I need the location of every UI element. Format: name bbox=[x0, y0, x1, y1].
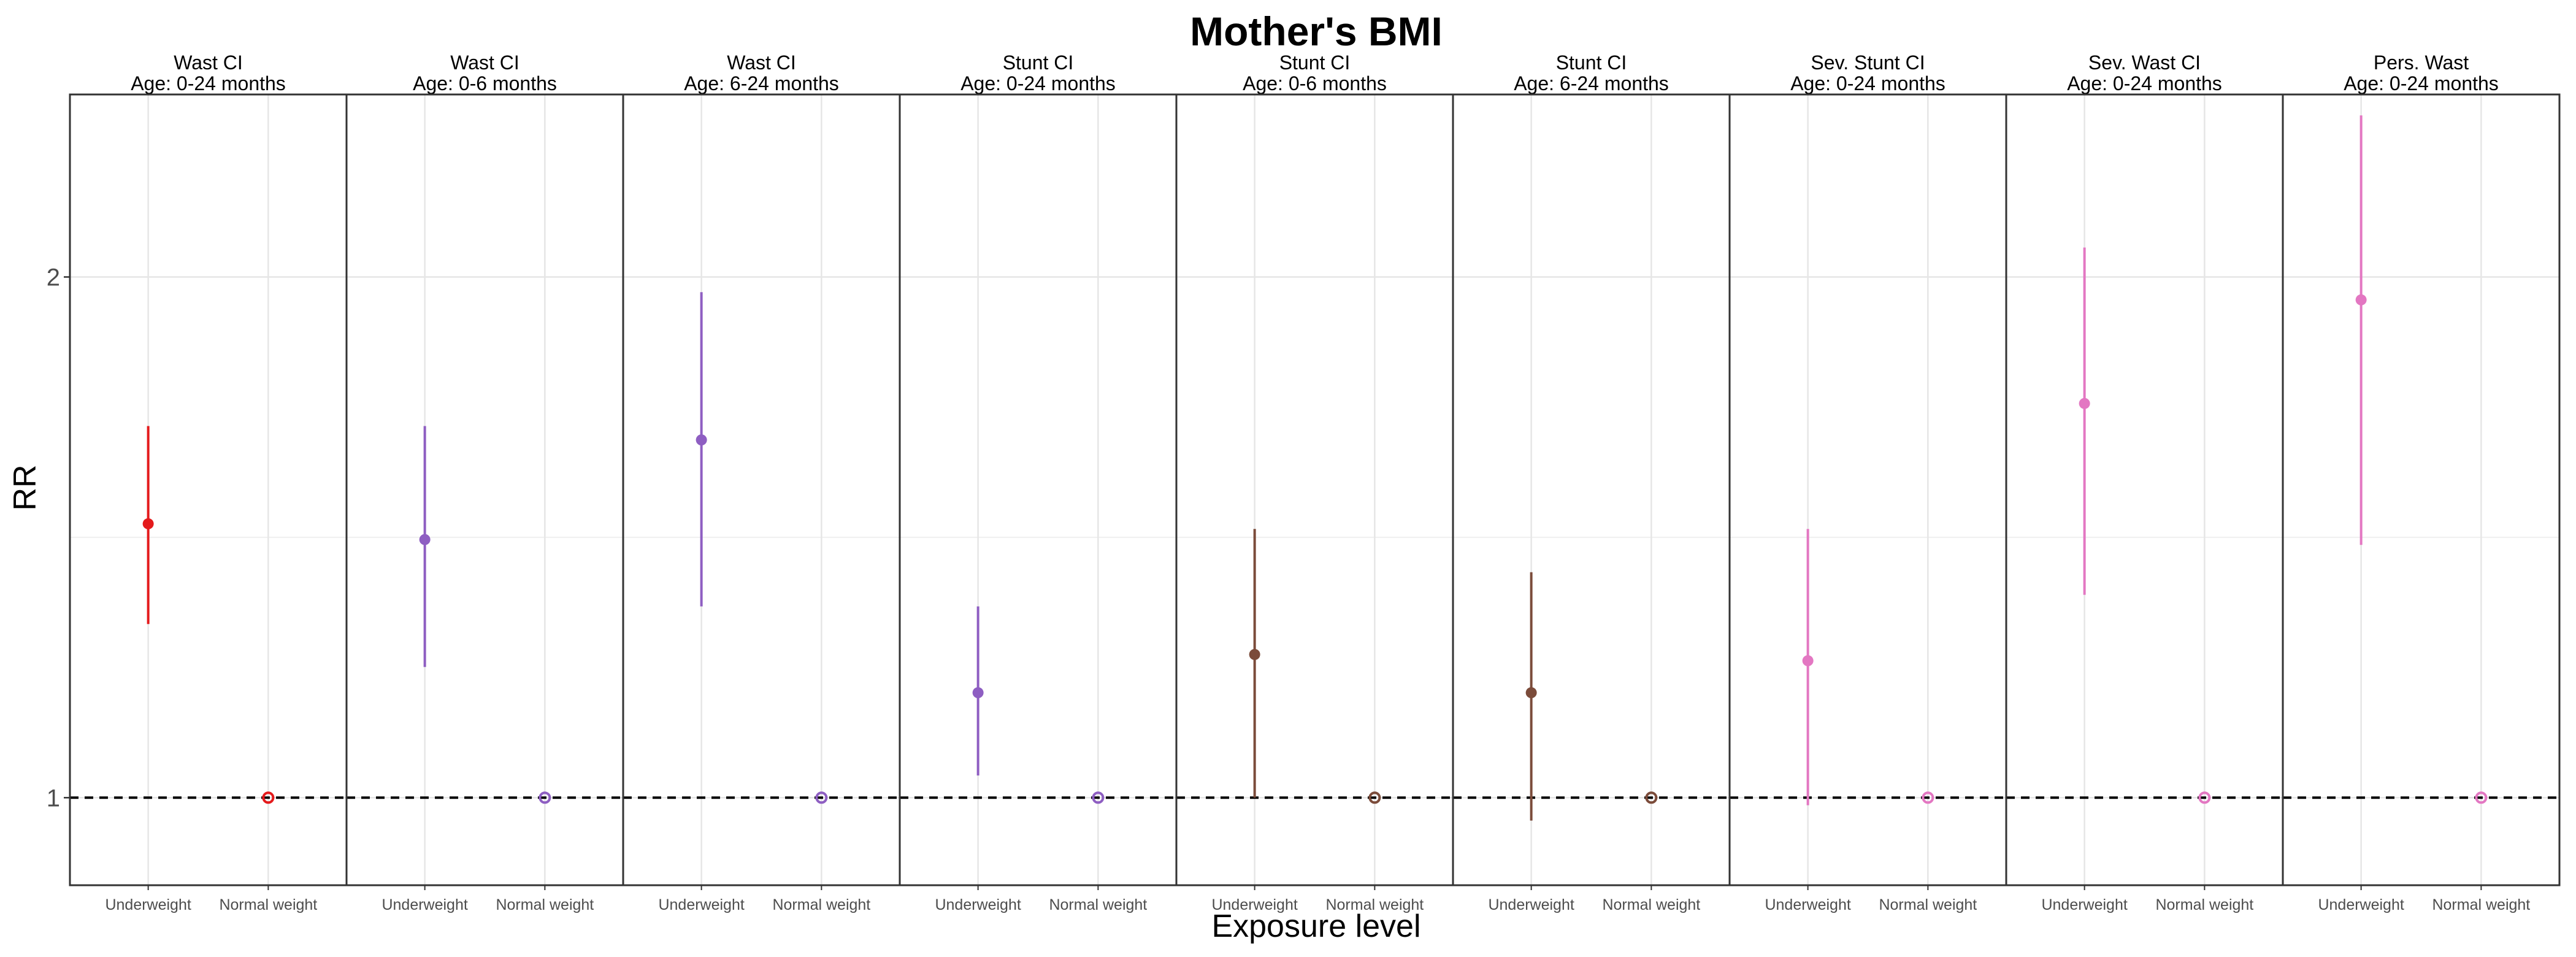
x-tick-label: Normal weight bbox=[1602, 896, 1700, 913]
facet-title: Wast CI bbox=[450, 52, 519, 74]
x-tick-label: Underweight bbox=[381, 896, 467, 913]
facet-subtitle: Age: 0-6 months bbox=[413, 72, 557, 94]
panel-border bbox=[2282, 93, 2561, 886]
x-tick-label: Underweight bbox=[1765, 896, 1850, 913]
x-axis-title: Exposure level bbox=[1211, 909, 1420, 944]
facet-title: Stunt CI bbox=[1279, 52, 1351, 74]
data-point bbox=[696, 434, 707, 446]
facet-subtitle: Age: 0-24 months bbox=[2344, 72, 2499, 94]
x-tick-label: Normal weight bbox=[772, 896, 870, 913]
facet-title: Pers. Wast bbox=[2374, 52, 2469, 74]
data-point bbox=[1802, 655, 1814, 667]
x-tick-label: Underweight bbox=[1211, 896, 1297, 913]
reference-point bbox=[1368, 791, 1381, 804]
panel-border bbox=[1175, 93, 1454, 886]
data-point bbox=[2355, 294, 2367, 306]
y-tick-label: 1 bbox=[47, 785, 60, 812]
chart-title: Mother's BMI bbox=[1190, 9, 1443, 54]
data-point bbox=[1249, 648, 1260, 660]
x-tick-label: Normal weight bbox=[2432, 896, 2530, 913]
facet-title: Sev. Wast CI bbox=[2088, 52, 2201, 74]
y-axis: 12 bbox=[47, 264, 70, 812]
x-tick-label: Underweight bbox=[105, 896, 191, 913]
reference-point bbox=[1922, 791, 1934, 804]
reference-point bbox=[1645, 791, 1658, 804]
x-tick-label: Underweight bbox=[2318, 896, 2404, 913]
panel-border bbox=[1728, 93, 2007, 886]
y-tick-label: 2 bbox=[47, 264, 60, 291]
data-point bbox=[1525, 687, 1537, 699]
x-tick-label: Normal weight bbox=[2155, 896, 2253, 913]
facet-subtitle: Age: 6-24 months bbox=[684, 72, 839, 94]
x-tick-label: Underweight bbox=[2041, 896, 2127, 913]
facet-subtitle: Age: 0-24 months bbox=[2067, 72, 2222, 94]
panel-border bbox=[2005, 93, 2284, 886]
facet-title: Sev. Stunt CI bbox=[1811, 52, 1925, 74]
facet-title: Wast CI bbox=[727, 52, 796, 74]
panel-border bbox=[622, 93, 901, 886]
x-tick-label: Underweight bbox=[1488, 896, 1574, 913]
x-tick-label: Underweight bbox=[658, 896, 744, 913]
data-point bbox=[142, 518, 154, 529]
x-tick-label: Normal weight bbox=[1879, 896, 1977, 913]
x-tick-label: Normal weight bbox=[1049, 896, 1147, 913]
x-tick-label: Normal weight bbox=[219, 896, 317, 913]
x-tick-label: Normal weight bbox=[1325, 896, 1424, 913]
facet-title: Wast CI bbox=[174, 52, 243, 74]
reference-point bbox=[1092, 791, 1105, 804]
panel-border bbox=[1452, 93, 1731, 886]
data-point bbox=[419, 534, 431, 545]
data-point bbox=[2079, 398, 2090, 409]
x-tick-label: Underweight bbox=[935, 896, 1021, 913]
facet-subtitle: Age: 0-6 months bbox=[1243, 72, 1387, 94]
facet-subtitle: Age: 0-24 months bbox=[960, 72, 1116, 94]
panel-border bbox=[899, 93, 1178, 886]
panel-border bbox=[69, 93, 348, 886]
x-tick-label: Normal weight bbox=[496, 896, 594, 913]
facet-subtitle: Age: 0-24 months bbox=[1790, 72, 1945, 94]
facet-subtitle: Age: 0-24 months bbox=[131, 72, 286, 94]
data-point bbox=[972, 687, 984, 699]
reference-point bbox=[2475, 791, 2488, 804]
y-axis-title: RR bbox=[7, 464, 43, 510]
reference-point bbox=[2198, 791, 2211, 804]
facet-title: Stunt CI bbox=[1003, 52, 1074, 74]
facet-title: Stunt CI bbox=[1556, 52, 1627, 74]
reference-point bbox=[539, 791, 551, 804]
reference-point bbox=[815, 791, 828, 804]
reference-point bbox=[262, 791, 275, 804]
panel-border bbox=[345, 93, 624, 886]
facet-subtitle: Age: 6-24 months bbox=[1514, 72, 1669, 94]
